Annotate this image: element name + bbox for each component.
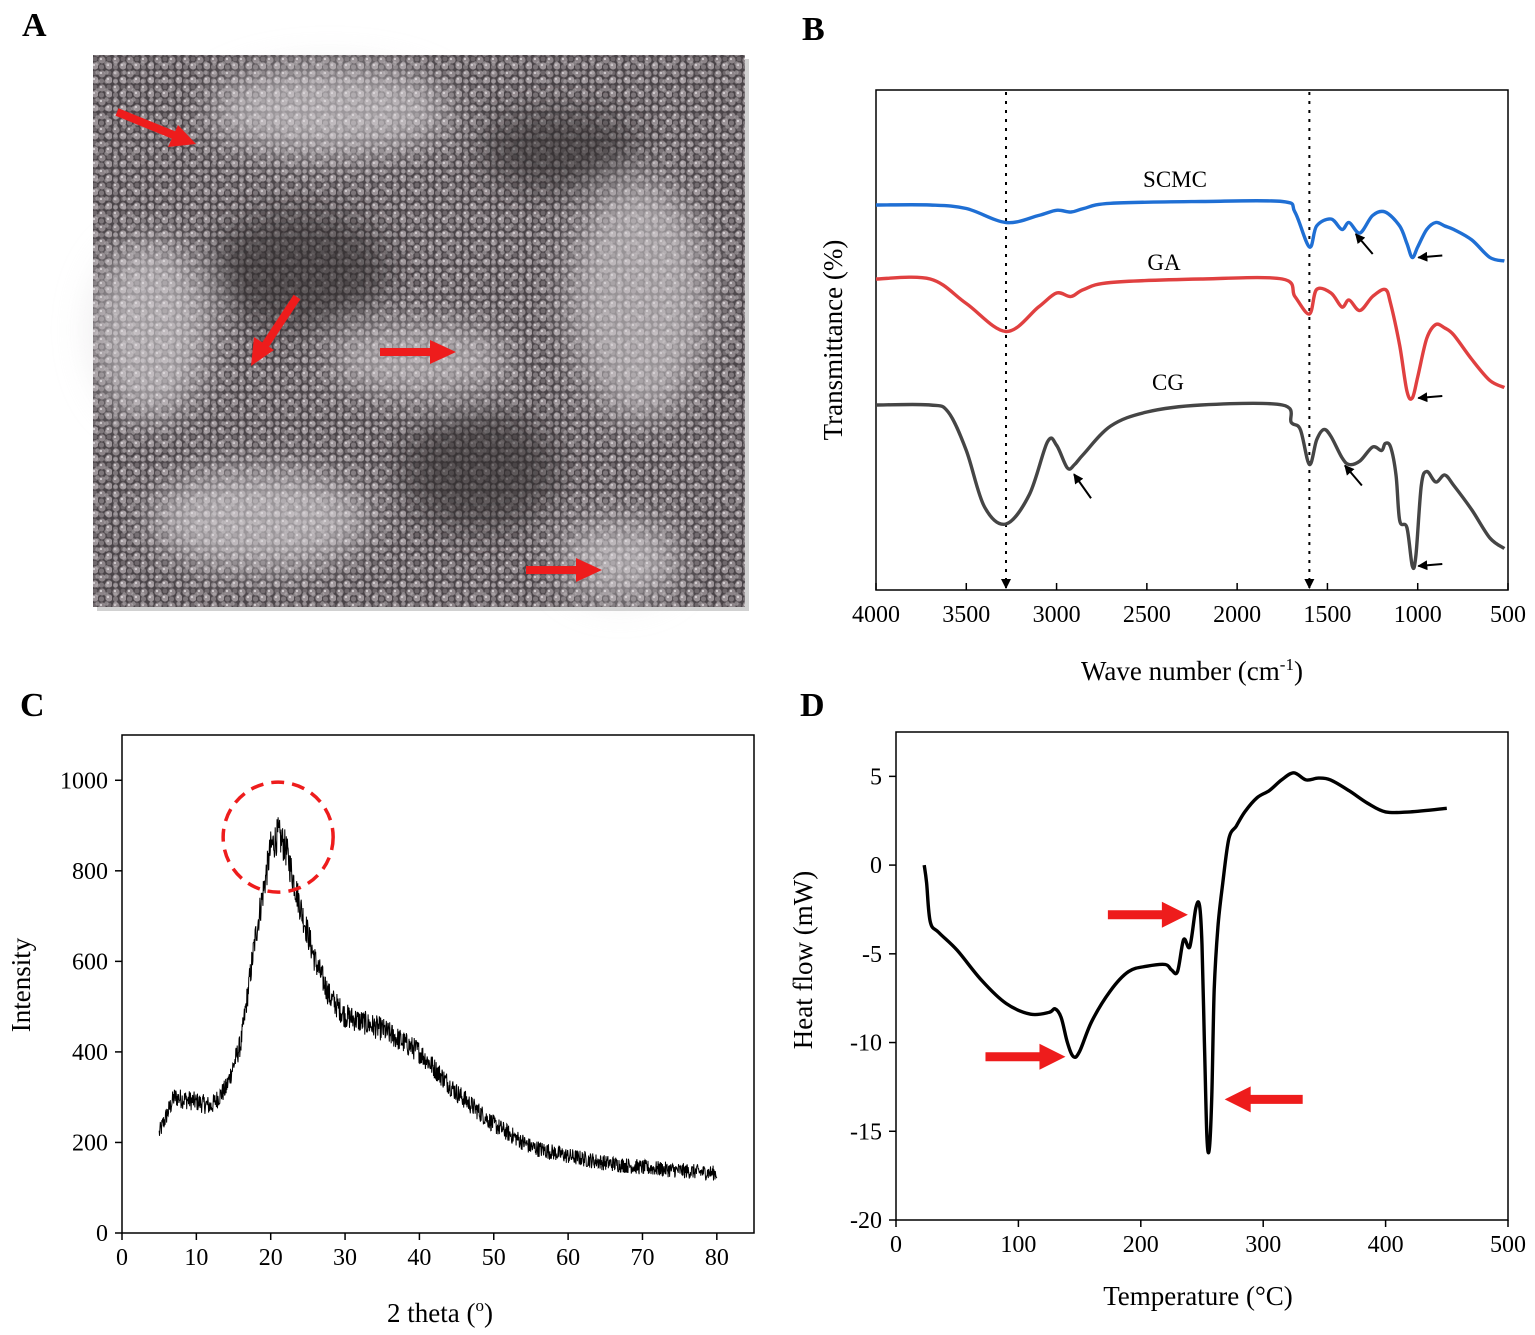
red-arrow-head bbox=[1161, 901, 1188, 928]
ftir-peak-arrows bbox=[1073, 233, 1443, 571]
dsc-heat-flow-line bbox=[922, 771, 1447, 1155]
peak-arrow-icon bbox=[1354, 233, 1374, 255]
panel-label-d: D bbox=[800, 687, 825, 724]
dsc-plot-frame bbox=[895, 731, 1509, 1221]
ftir-plot-frame bbox=[875, 89, 1509, 591]
ftir-reference-lines bbox=[1001, 92, 1315, 589]
xrd-y-tick-label: 200 bbox=[72, 1130, 108, 1156]
red-arrow-icon bbox=[526, 558, 602, 582]
panel-a: A bbox=[22, 7, 749, 611]
panel-label-a: A bbox=[22, 7, 47, 44]
dsc-x-tick-label: 300 bbox=[1245, 1232, 1281, 1258]
red-arrow-icon bbox=[1224, 1086, 1303, 1113]
xrd-plot-frame bbox=[121, 734, 755, 1234]
xrd-x-tick-label: 80 bbox=[705, 1245, 729, 1271]
dsc-x-tick-label: 400 bbox=[1368, 1232, 1404, 1258]
ftir-x-tick-label: 3000 bbox=[1033, 602, 1081, 628]
xrd-y-tick-label: 600 bbox=[72, 949, 108, 975]
xrd-x-axis-label: 2 theta (o) bbox=[387, 1296, 493, 1328]
xrd-y-tick-label: 400 bbox=[72, 1040, 108, 1066]
ftir-line-cg bbox=[875, 401, 1506, 570]
xrd-pattern-line bbox=[158, 817, 718, 1181]
micrograph-image bbox=[90, 55, 745, 607]
panel-b: B 4000 3500 3000 2500 2000 1500 1000 500 SCMC G… bbox=[802, 11, 1526, 686]
dsc-heat-flow-path bbox=[922, 771, 1447, 1155]
red-arrow-head bbox=[1224, 1086, 1251, 1113]
dsc-x-tick-label: 500 bbox=[1490, 1232, 1526, 1258]
dsc-y-tick-label: 0 bbox=[870, 853, 882, 879]
ftir-x-ticks: 4000 3500 3000 2500 2000 1500 1000 500 bbox=[852, 583, 1526, 628]
peak-arrow-icon bbox=[1417, 251, 1443, 262]
peak-arrow-icon bbox=[1073, 473, 1092, 499]
ftir-x-tick-label: 1000 bbox=[1394, 602, 1442, 628]
xrd-x-tick-label: 10 bbox=[184, 1245, 208, 1271]
xrd-y-tick-label: 800 bbox=[72, 859, 108, 885]
xrd-x-tick-label: 0 bbox=[116, 1245, 128, 1271]
xrd-y-axis-label: Intensity bbox=[6, 937, 36, 1032]
dsc-x-tick-label: 0 bbox=[890, 1232, 902, 1258]
xrd-x-tick-label: 20 bbox=[259, 1245, 283, 1271]
dsc-y-tick-label: -5 bbox=[862, 942, 882, 968]
xrd-x-tick-label: 70 bbox=[630, 1245, 654, 1271]
dsc-y-tick-label: 5 bbox=[870, 764, 882, 790]
dsc-y-tick-label: -10 bbox=[850, 1031, 882, 1057]
dsc-x-tick-label: 100 bbox=[1000, 1232, 1036, 1258]
peak-arrow-icon bbox=[1344, 464, 1363, 487]
dsc-ticks: 0 100 200 300 400 500 -20 -15 -10 -5 0 5 bbox=[850, 764, 1526, 1258]
peak-circle-icon bbox=[221, 780, 335, 894]
xrd-x-tick-label: 40 bbox=[407, 1245, 431, 1271]
ftir-x-tick-label: 4000 bbox=[852, 602, 900, 628]
series-label-cg: CG bbox=[1152, 370, 1184, 395]
ftir-series-lines bbox=[875, 198, 1506, 570]
ftir-y-axis-label: Transmittance (%) bbox=[818, 240, 848, 441]
red-arrow-icon bbox=[380, 340, 456, 364]
xrd-y-tick-label: 0 bbox=[96, 1221, 108, 1247]
panel-d: D 0 100 200 300 400 500 -20 -15 -10 -5 0 5 Heat flo… bbox=[788, 687, 1526, 1311]
dsc-y-tick-label: -15 bbox=[850, 1119, 882, 1145]
red-arrow-icon bbox=[985, 1043, 1066, 1070]
ftir-x-tick-label: 2000 bbox=[1213, 602, 1261, 628]
ftir-x-tick-label: 1500 bbox=[1303, 602, 1351, 628]
peak-arrow-icon bbox=[1417, 392, 1443, 403]
ftir-line-scmc bbox=[875, 198, 1505, 263]
red-arrow-icon bbox=[251, 294, 301, 366]
ftir-x-tick-label: 3500 bbox=[942, 602, 990, 628]
series-label-ga: GA bbox=[1147, 250, 1181, 275]
red-arrow-head bbox=[1039, 1043, 1066, 1070]
ftir-x-axis-label: Wave number (cm-1) bbox=[1081, 655, 1303, 686]
xrd-y-tick-label: 1000 bbox=[60, 768, 108, 794]
xrd-pattern-path bbox=[158, 817, 718, 1181]
dsc-event-arrows bbox=[985, 901, 1303, 1113]
ftir-line-ga bbox=[875, 275, 1506, 401]
xrd-x-tick-label: 50 bbox=[482, 1245, 506, 1271]
ftir-x-tick-label: 2500 bbox=[1123, 602, 1171, 628]
panel-label-b: B bbox=[802, 11, 825, 48]
xrd-x-tick-label: 30 bbox=[333, 1245, 357, 1271]
panel-label-c: C bbox=[20, 687, 45, 724]
dsc-x-axis-label: Temperature (°C) bbox=[1103, 1281, 1293, 1311]
dsc-x-tick-label: 200 bbox=[1123, 1232, 1159, 1258]
red-arrow-icon bbox=[1107, 901, 1188, 928]
ftir-x-tick-label: 500 bbox=[1490, 602, 1526, 628]
dsc-y-tick-label: -20 bbox=[850, 1208, 882, 1234]
dsc-y-axis-label: Heat flow (mW) bbox=[788, 871, 818, 1049]
micrograph-arrows bbox=[115, 108, 602, 582]
series-label-scmc: SCMC bbox=[1143, 167, 1207, 192]
peak-arrow-icon bbox=[1417, 560, 1443, 571]
xrd-peak-marker bbox=[221, 780, 335, 894]
xrd-x-tick-label: 60 bbox=[556, 1245, 580, 1271]
red-arrow-icon bbox=[115, 108, 196, 147]
